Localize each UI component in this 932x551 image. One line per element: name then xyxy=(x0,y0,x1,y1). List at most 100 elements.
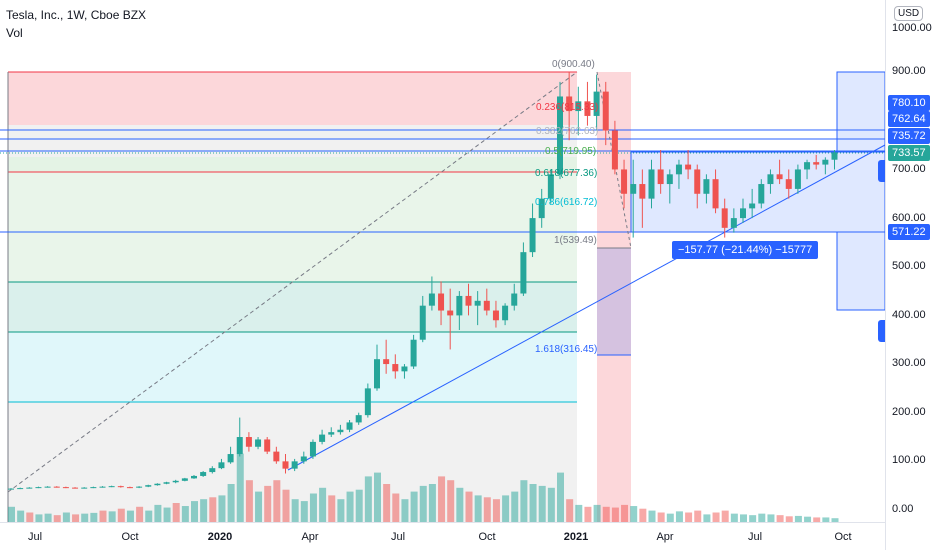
volume-bar xyxy=(511,491,519,522)
projection-rect-top[interactable] xyxy=(836,71,885,153)
volume-bar xyxy=(136,506,144,522)
volume-bar xyxy=(236,453,244,522)
volume-bar xyxy=(218,495,226,522)
candle xyxy=(703,174,710,204)
candle xyxy=(804,159,811,180)
volume-bar xyxy=(145,510,153,522)
price-tick: 400.00 xyxy=(892,309,926,321)
candle xyxy=(438,281,445,326)
candle xyxy=(401,364,408,379)
candle xyxy=(163,481,170,485)
volume-bar xyxy=(172,503,180,522)
candle xyxy=(794,164,801,194)
volume-bar xyxy=(99,510,107,522)
candle xyxy=(529,203,536,258)
volume-bars xyxy=(8,453,839,522)
volume-bar xyxy=(831,518,839,522)
volume-bar xyxy=(53,515,61,522)
volume-bar xyxy=(657,512,665,522)
candle xyxy=(428,276,435,311)
price-chart[interactable] xyxy=(0,0,885,522)
price-tick: 100.00 xyxy=(892,454,926,466)
candle xyxy=(291,458,298,472)
candle xyxy=(831,149,838,170)
candle xyxy=(538,188,545,228)
volume-bar xyxy=(383,484,391,522)
volume-bar xyxy=(639,508,647,522)
candle xyxy=(602,81,609,146)
volume-bar xyxy=(804,516,812,522)
projection-rect-bottom[interactable] xyxy=(836,231,885,311)
fib-label-0: 0(900.40) xyxy=(552,59,595,70)
chart-area[interactable]: Tesla, Inc., 1W, Cboe BZX Vol 0(900.40) … xyxy=(0,0,885,522)
volume-bar xyxy=(126,510,134,522)
candle xyxy=(200,471,207,477)
symbol-title[interactable]: Tesla, Inc., 1W, Cboe BZX xyxy=(6,8,147,22)
candle xyxy=(419,295,426,343)
volume-bar xyxy=(465,491,473,522)
candle xyxy=(108,485,115,488)
fib-label-0382: 0.382(762.63) xyxy=(536,126,599,137)
volume-bar xyxy=(730,513,738,522)
currency-button[interactable]: USD xyxy=(894,6,924,21)
candle xyxy=(593,74,600,131)
candle xyxy=(236,417,243,457)
price-badge: 735.72 xyxy=(888,128,930,144)
candle xyxy=(547,169,554,204)
candle xyxy=(410,334,417,369)
candles xyxy=(8,72,838,490)
volume-bar xyxy=(191,501,198,522)
candle xyxy=(191,474,197,479)
volume-bar xyxy=(758,513,766,522)
volume-bar xyxy=(227,484,235,522)
volume-bar xyxy=(584,506,592,522)
volume-label[interactable]: Vol xyxy=(6,26,23,40)
volume-bar xyxy=(410,491,418,522)
volume-bar xyxy=(703,514,711,522)
candle xyxy=(218,458,225,470)
candle xyxy=(126,486,133,489)
candle xyxy=(749,188,756,219)
fib-label-05: 0.5(719.95) xyxy=(545,146,597,157)
candle xyxy=(776,159,783,185)
scale-handle-bottom[interactable] xyxy=(878,320,885,342)
measure-label[interactable]: −157.77 (−21.44%) −15777 xyxy=(672,241,819,259)
price-axis[interactable]: USD 1000.00 900.00 700.00 600.00 500.00 … xyxy=(885,0,932,550)
fib-diagonal[interactable] xyxy=(7,71,578,493)
volume-bar xyxy=(785,516,793,522)
scale-handle-top[interactable] xyxy=(878,160,885,182)
range-rectangle[interactable] xyxy=(630,151,885,233)
candle xyxy=(502,303,509,326)
uptrend-line[interactable] xyxy=(287,144,885,471)
candle xyxy=(154,483,161,486)
candle xyxy=(584,81,591,126)
candle xyxy=(822,157,829,175)
volume-bar xyxy=(575,504,583,522)
price-tick: 500.00 xyxy=(892,260,926,272)
volume-bar xyxy=(740,514,747,522)
candle xyxy=(264,437,271,455)
price-tick: 1000.00 xyxy=(892,22,932,34)
candle xyxy=(319,429,326,445)
candle xyxy=(456,291,463,330)
time-axis[interactable]: Jul Oct 2020 Apr Jul Oct 2021 Apr Jul Oc… xyxy=(0,522,885,551)
volume-bar xyxy=(538,485,546,522)
volume-bar xyxy=(200,499,208,522)
volume-bar xyxy=(447,480,455,522)
last-price-badge: 733.57 xyxy=(888,145,930,161)
candle xyxy=(172,479,179,484)
volume-bar xyxy=(374,472,381,522)
chart-legend: Tesla, Inc., 1W, Cboe BZX Vol xyxy=(6,8,146,40)
volume-bar xyxy=(675,511,683,522)
volume-bar xyxy=(392,493,400,522)
candle xyxy=(209,466,216,474)
price-tick: 300.00 xyxy=(892,357,926,369)
volume-bar xyxy=(17,510,25,522)
candle xyxy=(813,154,820,170)
candle xyxy=(8,488,14,490)
volume-bar xyxy=(181,506,189,522)
candle xyxy=(117,485,124,488)
candle xyxy=(557,81,563,180)
candle xyxy=(227,446,234,464)
volume-bar xyxy=(593,504,601,522)
